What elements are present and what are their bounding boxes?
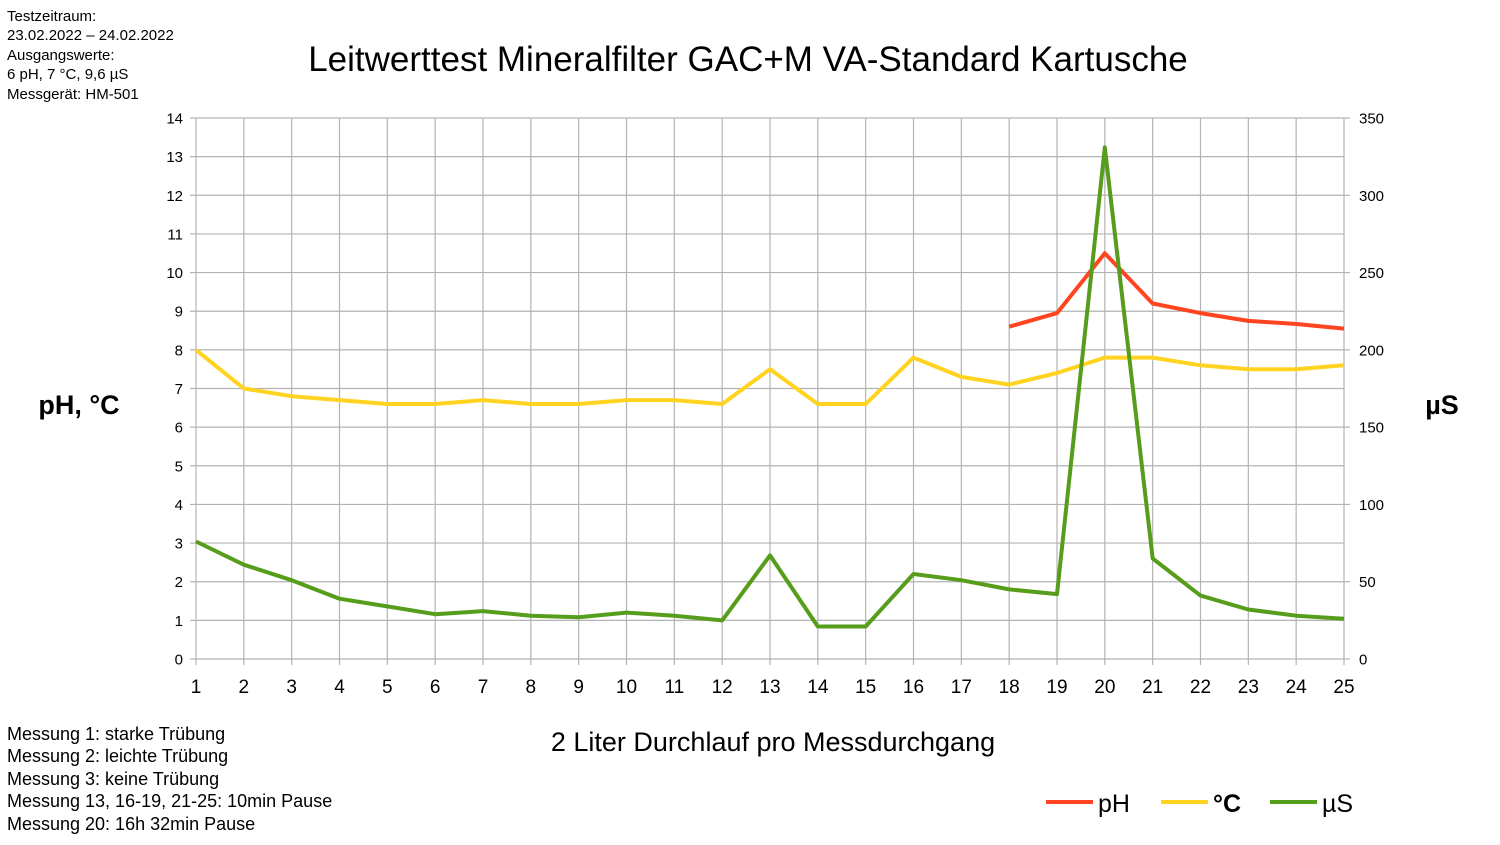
y-left-tick-label: 4 — [175, 497, 183, 514]
note-line: Messung 3: keine Trübung — [7, 768, 220, 789]
y-left-tick-label: 6 — [175, 420, 183, 437]
chart-title: Leitwerttest Mineralfilter GAC+M VA-Stan… — [308, 40, 1188, 79]
x-tick-label: 24 — [1286, 677, 1308, 698]
y-left-tick-label: 7 — [175, 381, 183, 398]
note-line: Messung 1: starke Trübung — [7, 724, 226, 744]
info-line: 6 pH, 7 °C, 9,6 µS — [7, 66, 129, 84]
x-tick-label: 25 — [1333, 677, 1354, 698]
grid — [190, 117, 1350, 665]
y-left-tick-label: 0 — [175, 652, 183, 669]
x-tick-label: 17 — [951, 677, 972, 698]
y-axis-right-label: µS — [1425, 390, 1459, 420]
y-right-tick-label: 350 — [1359, 111, 1384, 128]
info-line: Messgerät: HM-501 — [7, 85, 139, 103]
y-right-tick-label: 150 — [1359, 420, 1384, 437]
y-right-tick-label: 100 — [1359, 497, 1384, 514]
tick-labels: 0123456789101112131405010015020025030035… — [166, 111, 1384, 699]
y-left-tick-label: 12 — [166, 188, 183, 205]
note-line: Messung 2: leichte Trübung — [7, 746, 229, 767]
y-right-tick-label: 300 — [1359, 188, 1384, 205]
x-tick-label: 7 — [478, 677, 489, 698]
note-line: Messung 20: 16h 32min Pause — [7, 813, 256, 834]
x-tick-label: 11 — [664, 677, 684, 698]
info-line: Ausgangswerte: — [7, 46, 115, 64]
measurement-notes: Messung 1: starke Trübung Messung 2: lei… — [7, 723, 332, 835]
x-tick-label: 18 — [999, 677, 1020, 698]
x-tick-label: 5 — [382, 677, 393, 698]
test-info: Testzeitraum: 23.02.2022 – 24.02.2022 Au… — [7, 7, 174, 104]
info-line: Testzeitraum: — [7, 8, 97, 25]
x-tick-label: 16 — [903, 677, 924, 698]
x-tick-label: 15 — [855, 677, 876, 698]
x-tick-label: 14 — [807, 677, 829, 698]
y-left-tick-label: 1 — [175, 613, 183, 630]
series-line-°C — [194, 348, 1345, 406]
series-lines — [194, 145, 1345, 629]
legend-label: °C — [1213, 790, 1241, 818]
y-left-tick-label: 10 — [166, 265, 183, 282]
x-tick-label: 6 — [430, 677, 441, 698]
y-left-tick-label: 3 — [175, 536, 183, 553]
x-tick-label: 1 — [191, 677, 202, 698]
y-left-tick-label: 2 — [175, 574, 183, 591]
x-tick-label: 23 — [1238, 677, 1259, 698]
info-line: 23.02.2022 – 24.02.2022 — [7, 27, 174, 45]
y-right-tick-label: 0 — [1359, 652, 1367, 669]
y-left-tick-label: 5 — [175, 458, 183, 475]
x-tick-label: 9 — [573, 677, 584, 698]
y-right-tick-label: 200 — [1359, 342, 1384, 359]
series-line-µS — [195, 145, 1345, 629]
y-left-tick-label: 9 — [175, 304, 183, 321]
legend: pH °C µS — [1046, 790, 1353, 818]
legend-label: µS — [1322, 790, 1353, 818]
x-tick-label: 19 — [1046, 677, 1067, 698]
y-left-tick-label: 8 — [175, 342, 183, 359]
x-tick-label: 12 — [712, 677, 733, 698]
y-left-tick-label: 13 — [166, 149, 183, 166]
x-tick-label: 13 — [759, 677, 780, 698]
x-axis-label: 2 Liter Durchlauf pro Messdurchgang — [551, 727, 995, 757]
y-right-tick-label: 50 — [1359, 574, 1376, 591]
y-right-tick-label: 250 — [1359, 265, 1384, 282]
x-tick-label: 3 — [286, 677, 297, 698]
series-line-pH — [1008, 251, 1345, 331]
x-tick-label: 21 — [1142, 677, 1163, 698]
y-axis-left-label: pH, °C — [38, 390, 119, 420]
y-left-tick-label: 11 — [167, 226, 183, 243]
x-tick-label: 8 — [526, 677, 537, 698]
x-tick-label: 4 — [334, 677, 345, 698]
y-left-tick-label: 14 — [166, 111, 183, 128]
x-tick-label: 10 — [616, 677, 637, 698]
legend-label: pH — [1098, 790, 1130, 818]
x-tick-label: 20 — [1094, 677, 1115, 698]
note-line: Messung 13, 16-19, 21-25: 10min Pause — [7, 791, 333, 812]
x-tick-label: 22 — [1190, 677, 1211, 698]
x-tick-label: 2 — [239, 677, 250, 698]
